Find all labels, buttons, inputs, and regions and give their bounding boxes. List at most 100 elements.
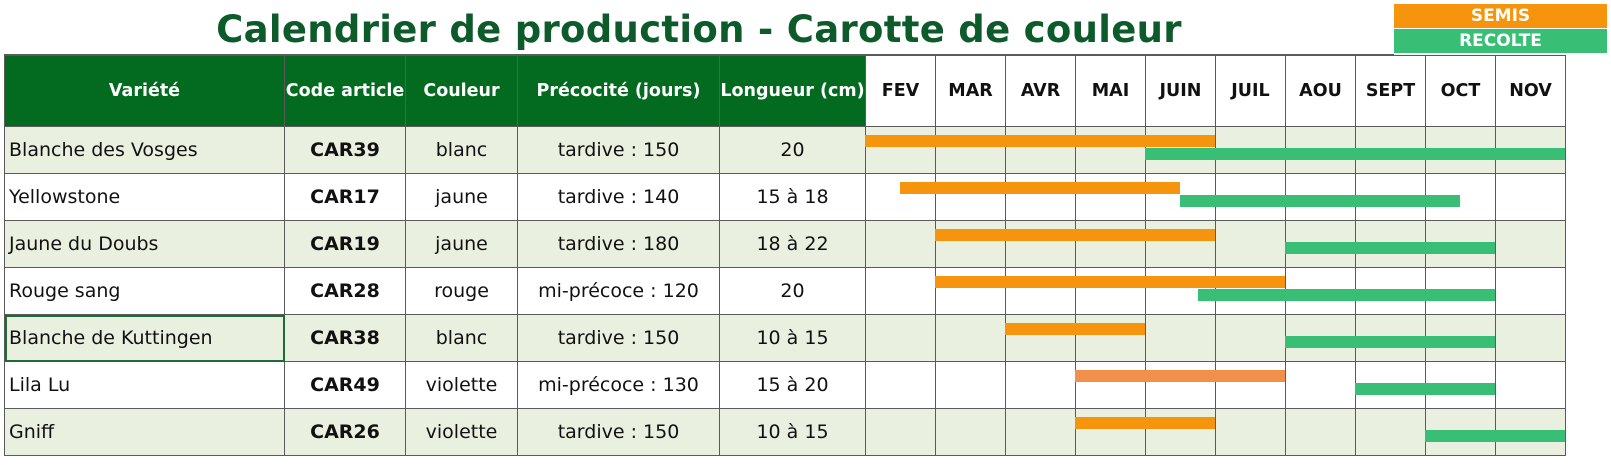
month-cell[interactable] [1355, 267, 1426, 315]
month-cell[interactable] [1495, 267, 1566, 315]
month-cell[interactable] [1355, 361, 1426, 409]
header-month-aou[interactable]: AOU [1285, 55, 1356, 127]
month-cell[interactable] [1425, 361, 1496, 409]
variety-cell[interactable]: Lila Lu [4, 361, 285, 409]
header-precocity[interactable]: Précocité (jours) [517, 55, 720, 127]
month-cell[interactable] [1145, 408, 1216, 456]
precocity-cell[interactable]: mi-précoce : 130 [517, 361, 720, 409]
month-cell[interactable] [1005, 173, 1076, 221]
month-cell[interactable] [1425, 314, 1496, 362]
month-cell[interactable] [1005, 361, 1076, 409]
legend-recolte[interactable]: RECOLTE [1394, 29, 1607, 53]
header-length[interactable]: Longueur (cm) [719, 55, 866, 127]
header-variety[interactable]: Variété [4, 55, 285, 127]
month-cell[interactable] [1355, 126, 1426, 174]
header-month-nov[interactable]: NOV [1495, 55, 1566, 127]
header-month-avr[interactable]: AVR [1005, 55, 1076, 127]
month-cell[interactable] [935, 361, 1006, 409]
month-cell[interactable] [1145, 220, 1216, 268]
month-cell[interactable] [935, 173, 1006, 221]
month-cell[interactable] [1075, 267, 1146, 315]
header-month-sept[interactable]: SEPT [1355, 55, 1426, 127]
code-cell[interactable]: CAR49 [284, 361, 406, 409]
month-cell[interactable] [1075, 126, 1146, 174]
header-code[interactable]: Code article [284, 55, 406, 127]
month-cell[interactable] [1425, 173, 1496, 221]
color-cell[interactable]: blanc [405, 126, 518, 174]
month-cell[interactable] [1005, 220, 1076, 268]
precocity-cell[interactable]: mi-précoce : 120 [517, 267, 720, 315]
month-cell[interactable] [1285, 126, 1356, 174]
month-cell[interactable] [1285, 267, 1356, 315]
month-cell[interactable] [865, 314, 936, 362]
code-cell[interactable]: CAR38 [284, 314, 406, 362]
header-month-juin[interactable]: JUIN [1145, 55, 1216, 127]
month-cell[interactable] [1495, 408, 1566, 456]
color-cell[interactable]: jaune [405, 173, 518, 221]
month-cell[interactable] [1495, 314, 1566, 362]
month-cell[interactable] [865, 220, 936, 268]
month-cell[interactable] [1215, 220, 1286, 268]
code-cell[interactable]: CAR28 [284, 267, 406, 315]
month-cell[interactable] [1285, 173, 1356, 221]
length-cell[interactable]: 15 à 18 [719, 173, 866, 221]
month-cell[interactable] [1215, 267, 1286, 315]
precocity-cell[interactable]: tardive : 150 [517, 408, 720, 456]
month-cell[interactable] [1425, 126, 1496, 174]
month-cell[interactable] [1145, 361, 1216, 409]
month-cell[interactable] [1075, 361, 1146, 409]
variety-cell[interactable]: Blanche des Vosges [4, 126, 285, 174]
variety-cell[interactable]: Yellowstone [4, 173, 285, 221]
header-month-oct[interactable]: OCT [1425, 55, 1496, 127]
month-cell[interactable] [865, 361, 936, 409]
header-month-juil[interactable]: JUIL [1215, 55, 1286, 127]
length-cell[interactable]: 20 [719, 267, 866, 315]
month-cell[interactable] [1215, 314, 1286, 362]
month-cell[interactable] [865, 408, 936, 456]
month-cell[interactable] [865, 173, 936, 221]
color-cell[interactable]: violette [405, 361, 518, 409]
month-cell[interactable] [1005, 314, 1076, 362]
month-cell[interactable] [1425, 408, 1496, 456]
month-cell[interactable] [935, 220, 1006, 268]
month-cell[interactable] [1355, 314, 1426, 362]
month-cell[interactable] [1495, 220, 1566, 268]
length-cell[interactable]: 10 à 15 [719, 314, 866, 362]
precocity-cell[interactable]: tardive : 150 [517, 126, 720, 174]
length-cell[interactable]: 20 [719, 126, 866, 174]
variety-cell[interactable]: Blanche de Kuttingen [4, 314, 285, 362]
legend-semis[interactable]: SEMIS [1394, 4, 1607, 28]
month-cell[interactable] [1145, 126, 1216, 174]
length-cell[interactable]: 18 à 22 [719, 220, 866, 268]
month-cell[interactable] [1355, 173, 1426, 221]
code-cell[interactable]: CAR19 [284, 220, 406, 268]
variety-cell[interactable]: Gniff [4, 408, 285, 456]
month-cell[interactable] [1355, 220, 1426, 268]
month-cell[interactable] [1285, 220, 1356, 268]
precocity-cell[interactable]: tardive : 140 [517, 173, 720, 221]
variety-cell[interactable]: Rouge sang [4, 267, 285, 315]
month-cell[interactable] [1425, 267, 1496, 315]
month-cell[interactable] [935, 126, 1006, 174]
title-cell[interactable]: Calendrier de production - Carotte de co… [4, 4, 1394, 55]
month-cell[interactable] [935, 267, 1006, 315]
length-cell[interactable]: 15 à 20 [719, 361, 866, 409]
month-cell[interactable] [1495, 126, 1566, 174]
header-color[interactable]: Couleur [405, 55, 518, 127]
month-cell[interactable] [1075, 408, 1146, 456]
month-cell[interactable] [1075, 314, 1146, 362]
month-cell[interactable] [1355, 408, 1426, 456]
month-cell[interactable] [1215, 361, 1286, 409]
month-cell[interactable] [1285, 408, 1356, 456]
precocity-cell[interactable]: tardive : 180 [517, 220, 720, 268]
precocity-cell[interactable]: tardive : 150 [517, 314, 720, 362]
month-cell[interactable] [1495, 361, 1566, 409]
month-cell[interactable] [1285, 361, 1356, 409]
month-cell[interactable] [1145, 314, 1216, 362]
month-cell[interactable] [1145, 267, 1216, 315]
month-cell[interactable] [1145, 173, 1216, 221]
month-cell[interactable] [1495, 173, 1566, 221]
color-cell[interactable]: violette [405, 408, 518, 456]
month-cell[interactable] [1075, 173, 1146, 221]
code-cell[interactable]: CAR26 [284, 408, 406, 456]
